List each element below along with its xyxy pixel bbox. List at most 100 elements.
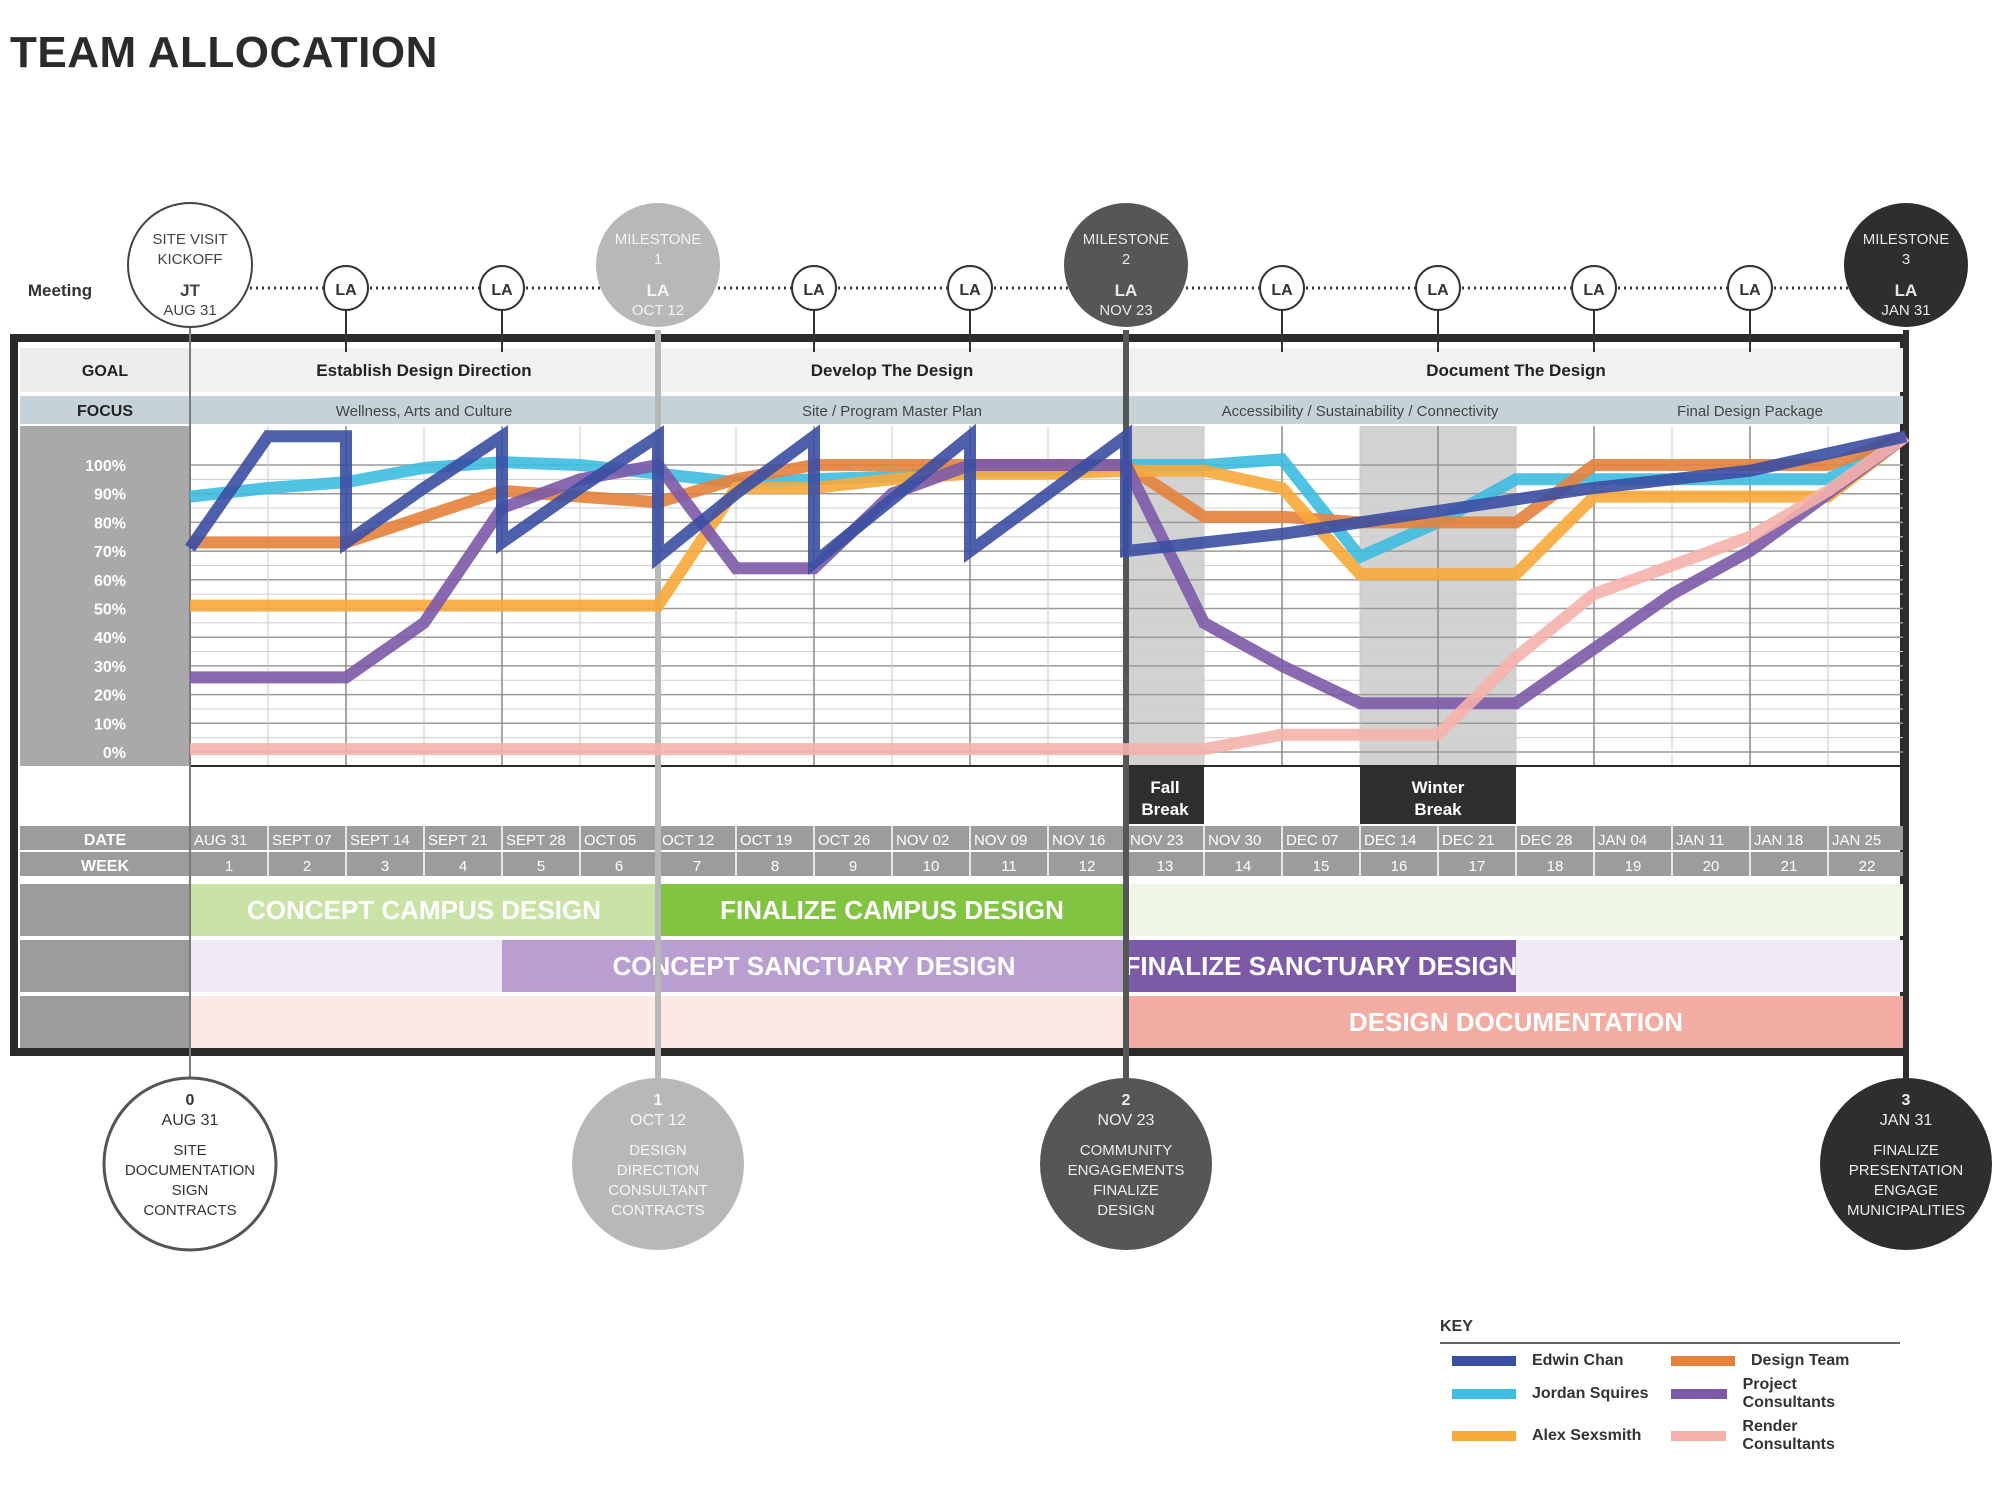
milestone-desc-line: SIGN <box>172 1182 209 1199</box>
week-tick-label: 19 <box>1625 858 1642 875</box>
y-tick-label: 100% <box>85 458 126 475</box>
week-tick-label: 5 <box>537 858 545 875</box>
workstream-bar-label: CONCEPT CAMPUS DESIGN <box>247 895 601 925</box>
legend-item-edwin-chan: Edwin Chan <box>1440 1352 1655 1370</box>
date-tick-label: NOV 16 <box>1052 832 1105 849</box>
goal-phase-1: Establish Design Direction <box>316 361 531 380</box>
legend-item-jordan-squires: Jordan Squires <box>1440 1376 1655 1412</box>
goal-label: GOAL <box>82 363 128 380</box>
milestone-circle-1 <box>572 1078 744 1250</box>
meeting-milestone-label: MILESTONE <box>1863 231 1949 248</box>
date-tick-label: SEPT 07 <box>272 832 332 849</box>
meeting-la-label: LA <box>335 282 357 299</box>
y-tick-label: 10% <box>94 716 126 733</box>
week-tick-label: 7 <box>693 858 701 875</box>
milestone-date: OCT 12 <box>630 1112 686 1129</box>
milestone-desc-line: CONTRACTS <box>143 1202 236 1219</box>
week-tick-label: 21 <box>1781 858 1798 875</box>
series-line-project-consultants <box>190 431 1910 710</box>
goal-label-cell <box>20 348 190 392</box>
week-tick-label: 17 <box>1469 858 1486 875</box>
meeting-la-circle <box>791 265 837 311</box>
date-row-label: DATE <box>84 832 127 849</box>
week-tick-label: 14 <box>1235 858 1252 875</box>
y-tick-label: 70% <box>94 544 126 561</box>
meeting-milestone-label: SITE VISIT <box>152 231 227 248</box>
date-tick-label: NOV 09 <box>974 832 1027 849</box>
legend-swatch <box>1452 1356 1516 1366</box>
y-tick-label: 50% <box>94 602 126 619</box>
date-tick-label: NOV 30 <box>1208 832 1261 849</box>
legend: KEY Edwin Chan Design Team Jordan Squires P… <box>1440 1318 1900 1454</box>
percent-label-column <box>20 426 190 766</box>
break-box-2 <box>1360 766 1516 824</box>
date-tick-label: DEC 28 <box>1520 832 1573 849</box>
milestone-desc-line: COMMUNITY <box>1080 1142 1173 1159</box>
meeting-milestone-label: MILESTONE <box>1083 231 1169 248</box>
goal-row <box>190 348 1906 392</box>
workstream-bar <box>1126 940 1516 992</box>
date-tick-label: DEC 21 <box>1442 832 1495 849</box>
meeting-milestone-label: 1 <box>654 251 662 268</box>
meeting-la-label: LA <box>1583 282 1605 299</box>
goal-phase-3: Document The Design <box>1426 361 1605 380</box>
y-tick-label: 80% <box>94 515 126 532</box>
week-tick-label: 2 <box>303 858 311 875</box>
date-tick-label: SEPT 28 <box>506 832 566 849</box>
meeting-milestone-code: LA <box>1895 281 1918 300</box>
week-tick-label: 10 <box>923 858 940 875</box>
legend-swatch <box>1671 1356 1735 1366</box>
milestone-desc-line: FINALIZE <box>1093 1182 1159 1199</box>
date-tick-label: AUG 31 <box>194 832 247 849</box>
workstream-label-cell <box>20 940 190 992</box>
legend-label: Render Consultants <box>1742 1418 1835 1453</box>
milestone-desc-line: DESIGN <box>629 1142 687 1159</box>
focus-item-2: Site / Program Master Plan <box>802 403 982 420</box>
y-tick-label: 40% <box>94 630 126 647</box>
workstream-bar <box>1126 996 1906 1048</box>
week-tick-label: 22 <box>1859 858 1876 875</box>
legend-item-project-consultants: Project Consultants <box>1659 1376 1874 1412</box>
legend-swatch <box>1671 1431 1727 1441</box>
date-tick-label: NOV 02 <box>896 832 949 849</box>
milestone-date: AUG 31 <box>162 1112 219 1129</box>
meeting-milestone-label: MILESTONE <box>615 231 701 248</box>
week-tick-label: 15 <box>1313 858 1330 875</box>
series-line-edwin-chan <box>185 423 1908 576</box>
milestone-date: NOV 23 <box>1098 1112 1155 1129</box>
milestone-circle-0 <box>102 1076 278 1252</box>
milestone-number: 3 <box>1902 1092 1911 1109</box>
date-tick-label: JAN 04 <box>1598 832 1647 849</box>
legend-label: Alex Sexsmith <box>1532 1427 1642 1444</box>
milestone-desc-line: DESIGN <box>1097 1202 1155 1219</box>
y-tick-label: 0% <box>103 745 126 762</box>
meeting-milestone-date: JAN 31 <box>1881 302 1930 319</box>
meeting-la-label: LA <box>1427 282 1449 299</box>
week-tick-label: 20 <box>1703 858 1720 875</box>
legend-title: KEY <box>1440 1318 1900 1344</box>
break-label: Break <box>1414 800 1462 819</box>
y-tick-label: 30% <box>94 659 126 676</box>
meeting-milestone-code: JT <box>180 281 200 300</box>
meeting-la-circle <box>1727 265 1773 311</box>
meeting-milestone-circle <box>1844 203 1968 327</box>
meeting-milestone-circle <box>127 202 253 328</box>
focus-label-cell <box>20 396 190 424</box>
series-lines <box>185 423 1910 756</box>
legend-swatch <box>1452 1431 1516 1441</box>
milestone-number: 2 <box>1122 1092 1131 1109</box>
meeting-milestone-date: OCT 12 <box>632 302 684 319</box>
week-tick-label: 1 <box>225 858 233 875</box>
meeting-milestone-date: AUG 31 <box>163 302 216 319</box>
meeting-label: Meeting <box>28 281 92 300</box>
week-row-label: WEEK <box>81 858 129 875</box>
meeting-la-circle <box>1259 265 1305 311</box>
y-tick-label: 20% <box>94 688 126 705</box>
week-tick-label: 16 <box>1391 858 1408 875</box>
date-tick-label: OCT 05 <box>584 832 636 849</box>
date-tick-label: JAN 25 <box>1832 832 1881 849</box>
y-tick-label: 60% <box>94 573 126 590</box>
date-tick-label: DEC 07 <box>1286 832 1339 849</box>
meeting-la-label: LA <box>1739 282 1761 299</box>
meeting-la-label: LA <box>803 282 825 299</box>
